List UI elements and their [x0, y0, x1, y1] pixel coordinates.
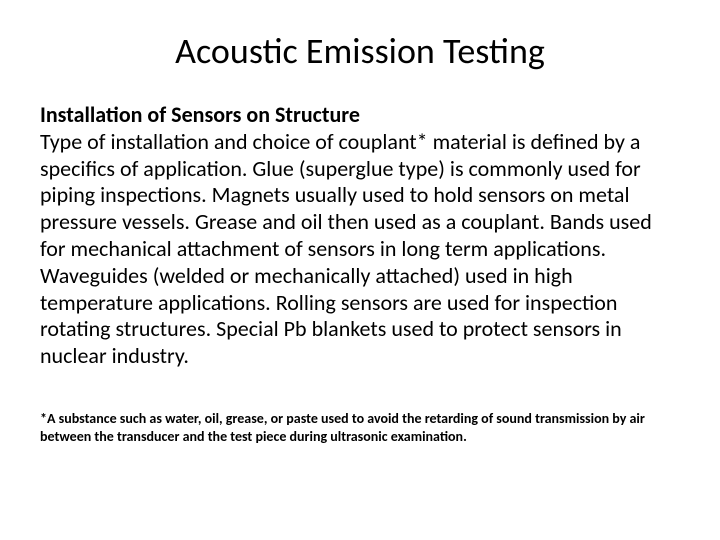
slide-container: Acoustic Emission Testing Installation o… [0, 0, 720, 540]
slide-title: Acoustic Emission Testing [40, 30, 680, 73]
body-paragraph: Type of installation and choice of coupl… [40, 129, 680, 370]
footnote-text: *A substance such as water, oil, grease,… [40, 410, 680, 445]
section-subheading: Installation of Sensors on Structure [40, 101, 680, 129]
